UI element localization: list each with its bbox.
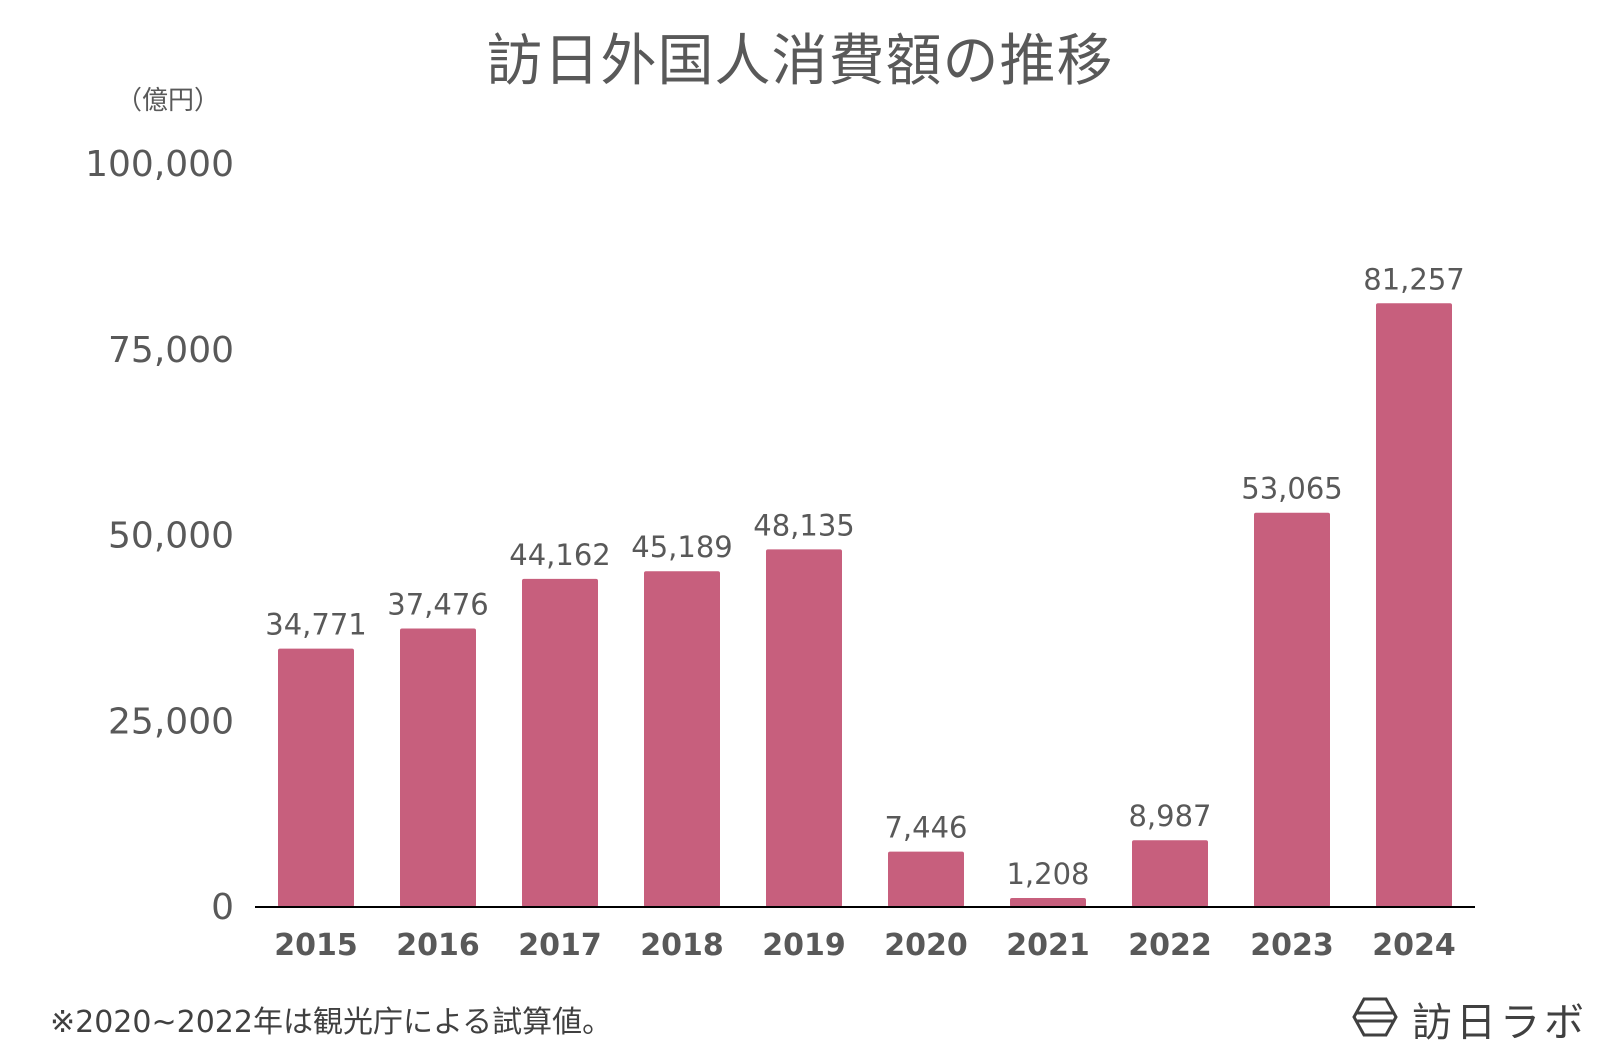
value-label-2015: 34,771 bbox=[265, 608, 366, 642]
x-tick-label-2024: 2024 bbox=[1372, 928, 1456, 963]
value-label-2017: 44,162 bbox=[509, 538, 610, 572]
bar-2017 bbox=[522, 578, 598, 907]
x-tick-label-2018: 2018 bbox=[640, 928, 724, 963]
bar-2019 bbox=[766, 549, 842, 907]
brand-name: 訪日ラボ bbox=[1412, 1000, 1588, 1046]
value-label-2016: 37,476 bbox=[387, 588, 488, 622]
x-tick-label-2020: 2020 bbox=[884, 928, 968, 963]
y-tick-label-50,000: 50,000 bbox=[108, 516, 234, 557]
brand-logo: 訪日ラボ bbox=[1352, 990, 1588, 1048]
value-label-2019: 48,135 bbox=[753, 508, 854, 542]
y-tick-label-100,000: 100,000 bbox=[85, 144, 234, 185]
bar-chart: 34,771 37,476 44,162 45,189 48,135 7,446 1,208… bbox=[85, 144, 1475, 963]
value-label-2018: 45,189 bbox=[631, 530, 732, 564]
value-label-2024: 81,257 bbox=[1363, 262, 1464, 296]
value-label-2023: 53,065 bbox=[1241, 472, 1342, 506]
bar-2018 bbox=[644, 571, 720, 907]
y-tick-label-25,000: 25,000 bbox=[108, 701, 234, 742]
y-tick-label-75,000: 75,000 bbox=[108, 330, 234, 371]
x-tick-label-2015: 2015 bbox=[274, 928, 358, 963]
x-tick-label-2023: 2023 bbox=[1250, 928, 1334, 963]
chart-title: 訪日外国人消費額の推移 bbox=[486, 29, 1114, 94]
bar-2016 bbox=[400, 628, 476, 907]
y-axis-unit-label: （億円） bbox=[116, 86, 221, 116]
bar-2015 bbox=[278, 648, 354, 907]
value-label-2021: 1,208 bbox=[1006, 857, 1089, 891]
bar-2023 bbox=[1254, 512, 1330, 907]
bar-2021 bbox=[1010, 898, 1086, 907]
x-tick-label-2016: 2016 bbox=[396, 928, 480, 963]
x-tick-label-2017: 2017 bbox=[518, 928, 602, 963]
value-label-2022: 8,987 bbox=[1128, 799, 1211, 833]
footnote: ※2020~2022年は観光庁による試算値。 bbox=[50, 1005, 613, 1040]
x-tick-label-2021: 2021 bbox=[1006, 928, 1090, 963]
bar-2022 bbox=[1132, 840, 1208, 907]
bar-2020 bbox=[888, 851, 964, 907]
y-tick-label-0: 0 bbox=[211, 887, 234, 928]
bar-2024 bbox=[1376, 303, 1452, 907]
value-label-2020: 7,446 bbox=[884, 811, 967, 845]
hexagon-logo-icon bbox=[1352, 997, 1398, 1041]
x-tick-label-2019: 2019 bbox=[762, 928, 846, 963]
x-tick-label-2022: 2022 bbox=[1128, 928, 1212, 963]
